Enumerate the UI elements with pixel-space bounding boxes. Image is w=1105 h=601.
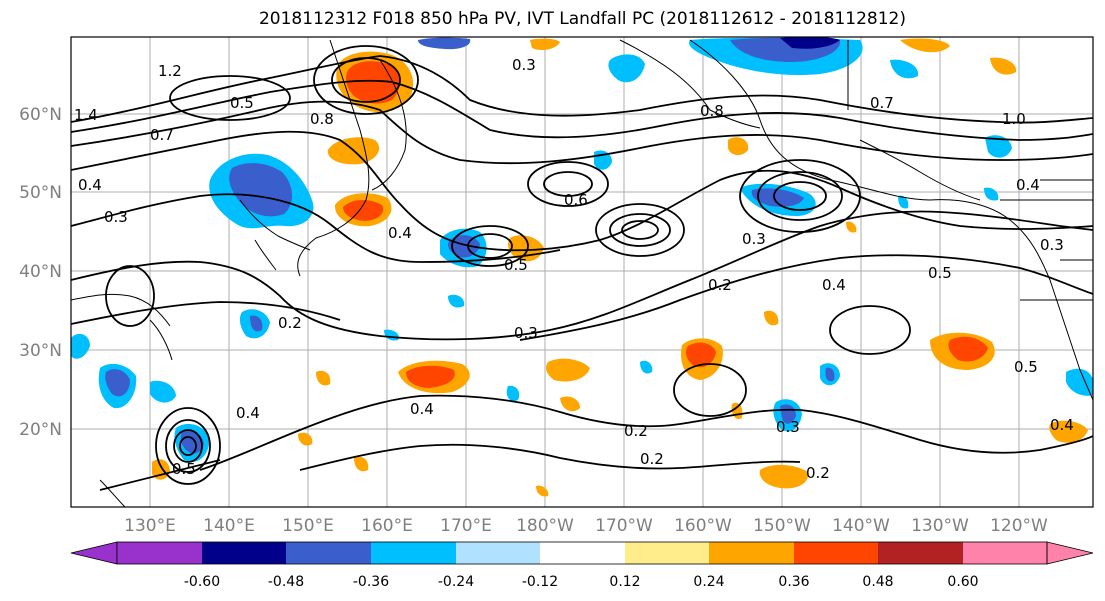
pv-filled-contours xyxy=(71,37,1093,497)
contour-label: 1.4 xyxy=(74,106,98,124)
contour-label: 0.8 xyxy=(700,102,724,120)
contour-label: 1.0 xyxy=(1002,110,1026,128)
contour-label: 0.3 xyxy=(514,324,538,342)
lon-label-170w: 170°W xyxy=(595,516,653,536)
contour-label: 0.4 xyxy=(236,404,260,422)
contour-label: 0.4 xyxy=(78,176,102,194)
colorbar-tick-label: -0.24 xyxy=(438,574,474,590)
contour-label: 0.7 xyxy=(150,126,174,144)
contour-label: 0.2 xyxy=(640,450,664,468)
lon-label-160e: 160°E xyxy=(361,516,413,536)
colorbar-swatch xyxy=(371,542,456,564)
lon-label-150e: 150°E xyxy=(282,516,334,536)
colorbar-swatch xyxy=(709,542,794,564)
colorbar-swatch xyxy=(794,542,878,564)
colorbar-tick-label: 0.24 xyxy=(693,574,724,590)
contour-label: 0.3 xyxy=(512,56,536,74)
lat-label-40n: 40°N xyxy=(19,262,62,282)
lon-label-150w: 150°W xyxy=(753,516,811,536)
map-title: 2018112312 F018 850 hPa PV, IVT Landfall… xyxy=(258,9,906,29)
contour-label: 0.4 xyxy=(1050,416,1074,434)
lon-label-130e: 130°E xyxy=(124,516,176,536)
pv-contour-lines xyxy=(71,45,1093,491)
contour-label: 0.4 xyxy=(1016,176,1040,194)
lon-label-140w: 140°W xyxy=(832,516,890,536)
colorbar-frame xyxy=(116,541,1048,565)
colorbar-swatch xyxy=(878,542,963,564)
latitude-labels: 60°N 50°N 40°N 30°N 20°N xyxy=(19,105,62,440)
colorbar-swatch xyxy=(540,542,625,564)
contour-label: 0.5 xyxy=(230,94,254,112)
lon-label-180w: 180°W xyxy=(516,516,574,536)
colorbar-swatch xyxy=(456,542,540,564)
colorbar-tick-label: -0.36 xyxy=(353,574,389,590)
contour-label: 0.5 xyxy=(504,256,528,274)
colorbar-swatch xyxy=(625,542,709,564)
longitude-labels: 130°E 140°E 150°E 160°E 170°E 180°W 170°… xyxy=(124,516,1048,536)
contour-label: 0.5 xyxy=(172,460,196,478)
colorbar-tick-label: -0.48 xyxy=(268,574,304,590)
coastlines xyxy=(71,39,1093,507)
colorbar-swatch xyxy=(963,542,1047,564)
contour-labels: 1.2 1.4 0.7 0.5 0.8 0.4 0.3 0.5 0.6 0.4 … xyxy=(74,56,1074,482)
lon-label-130w: 130°W xyxy=(911,516,969,536)
lon-label-170e: 170°E xyxy=(440,516,492,536)
contour-label: 0.2 xyxy=(708,276,732,294)
colorbar-tick-label: -0.60 xyxy=(184,574,220,590)
contour-label: 0.8 xyxy=(310,110,334,128)
colorbar-tick-label: 0.60 xyxy=(947,574,978,590)
contour-label: 0.3 xyxy=(104,208,128,226)
colorbar-tick-label: 0.12 xyxy=(609,574,640,590)
contour-label: 0.2 xyxy=(624,422,648,440)
colorbar-extend-high xyxy=(1046,541,1094,565)
contour-label: 0.4 xyxy=(388,224,412,242)
lat-label-20n: 20°N xyxy=(19,420,62,440)
colorbar-tick-label: 0.48 xyxy=(862,574,893,590)
colorbar-swatch xyxy=(117,542,202,564)
contour-label: 0.5 xyxy=(928,264,952,282)
lon-label-120w: 120°W xyxy=(990,516,1048,536)
contour-label: 0.3 xyxy=(742,230,766,248)
lat-label-60n: 60°N xyxy=(19,105,62,125)
contour-label: 0.4 xyxy=(410,400,434,418)
lon-label-160w: 160°W xyxy=(674,516,732,536)
colorbar-swatch xyxy=(286,542,371,564)
contour-label: 0.7 xyxy=(870,94,894,112)
colorbar-tick-label: 0.36 xyxy=(778,574,809,590)
contour-label: 0.2 xyxy=(806,464,830,482)
contour-label: 0.3 xyxy=(776,418,800,436)
contour-label: 0.2 xyxy=(278,314,302,332)
colorbar-extend-low xyxy=(70,541,118,565)
map-area: 1.2 1.4 0.7 0.5 0.8 0.4 0.3 0.5 0.6 0.4 … xyxy=(70,36,1094,508)
colorbar-tick-label: -0.12 xyxy=(522,574,558,590)
colorbar-swatch xyxy=(202,542,286,564)
lon-label-140e: 140°E xyxy=(203,516,255,536)
map-frame xyxy=(70,36,1094,508)
lat-label-30n: 30°N xyxy=(19,341,62,361)
lat-label-50n: 50°N xyxy=(19,183,62,203)
contour-label: 0.3 xyxy=(1040,236,1064,254)
contour-label: 0.6 xyxy=(564,191,588,209)
colorbar: -0.60 -0.48 -0.36 -0.24 -0.12 0.12 0.24 … xyxy=(70,541,1094,590)
contour-label: 0.4 xyxy=(822,276,846,294)
contour-label: 1.2 xyxy=(158,62,182,80)
contour-label: 0.5 xyxy=(1014,358,1038,376)
